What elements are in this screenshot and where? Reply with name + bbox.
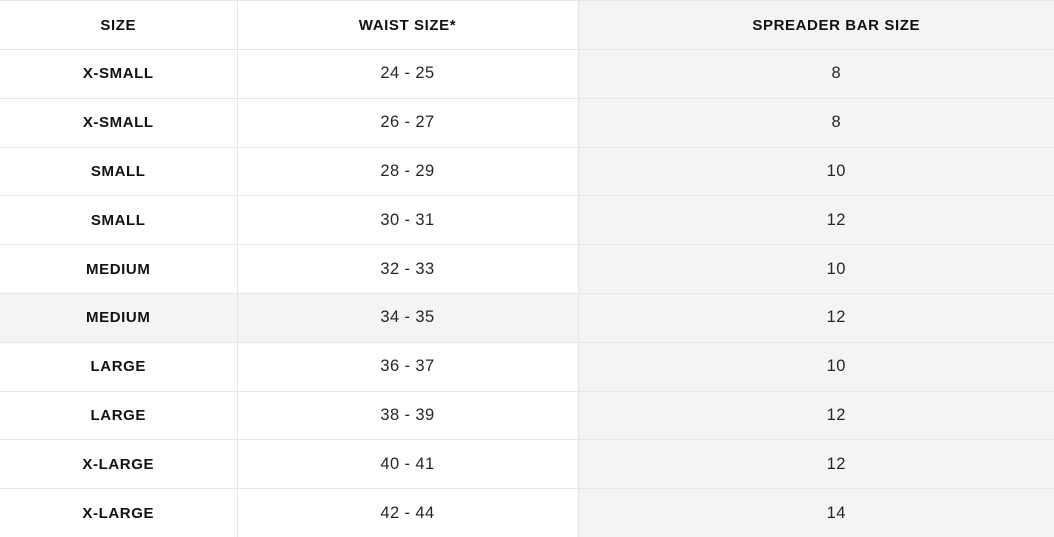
waist-size-cell: 24 - 25 [237, 49, 579, 99]
table-row: SMALL 28 - 29 10 [0, 146, 1054, 196]
column-header-spreader-bar-size: SPREADER BAR SIZE [578, 0, 1054, 50]
waist-size-cell: 34 - 35 [237, 292, 579, 343]
waist-size-cell: 40 - 41 [237, 439, 579, 489]
size-cell: X-SMALL [0, 49, 238, 99]
waist-size-cell: 28 - 29 [237, 146, 579, 196]
column-header-size: SIZE [0, 0, 238, 50]
size-cell: LARGE [0, 341, 238, 392]
spreader-bar-size-cell: 14 [578, 488, 1054, 537]
waist-size-cell: 26 - 27 [237, 97, 579, 148]
table-body: X-SMALL 24 - 25 8 X-SMALL 26 - 27 8 SMAL… [0, 49, 1054, 537]
spreader-bar-size-cell: 8 [578, 97, 1054, 148]
column-header-waist-size: WAIST SIZE* [237, 0, 579, 50]
size-cell: SMALL [0, 146, 238, 196]
waist-size-cell: 38 - 39 [237, 390, 579, 440]
waist-size-cell: 32 - 33 [237, 244, 579, 294]
waist-size-cell: 36 - 37 [237, 341, 579, 392]
size-cell: X-LARGE [0, 439, 238, 489]
spreader-bar-size-cell: 8 [578, 49, 1054, 99]
table-row: LARGE 38 - 39 12 [0, 390, 1054, 440]
table-header: SIZE WAIST SIZE* SPREADER BAR SIZE [0, 0, 1054, 50]
table-row: MEDIUM 32 - 33 10 [0, 244, 1054, 294]
table-row: X-SMALL 24 - 25 8 [0, 49, 1054, 99]
size-cell: MEDIUM [0, 244, 238, 294]
size-cell: SMALL [0, 195, 238, 245]
spreader-bar-size-cell: 12 [578, 439, 1054, 489]
header-row: SIZE WAIST SIZE* SPREADER BAR SIZE [0, 0, 1054, 50]
size-cell: X-LARGE [0, 488, 238, 537]
table-row: X-LARGE 40 - 41 12 [0, 439, 1054, 489]
waist-size-cell: 30 - 31 [237, 195, 579, 245]
spreader-bar-size-cell: 12 [578, 390, 1054, 440]
spreader-bar-size-cell: 12 [578, 195, 1054, 245]
table-row: LARGE 36 - 37 10 [0, 341, 1054, 392]
table-row: MEDIUM 34 - 35 12 [0, 292, 1054, 343]
spreader-bar-size-cell: 10 [578, 146, 1054, 196]
table-row: SMALL 30 - 31 12 [0, 195, 1054, 245]
spreader-bar-size-cell: 10 [578, 341, 1054, 392]
spreader-bar-size-cell: 10 [578, 244, 1054, 294]
size-cell: X-SMALL [0, 97, 238, 148]
size-cell: LARGE [0, 390, 238, 440]
waist-size-cell: 42 - 44 [237, 488, 579, 537]
table-row: X-SMALL 26 - 27 8 [0, 97, 1054, 148]
spreader-bar-size-cell: 12 [578, 292, 1054, 343]
table-row: X-LARGE 42 - 44 14 [0, 488, 1054, 537]
size-cell: MEDIUM [0, 292, 238, 343]
